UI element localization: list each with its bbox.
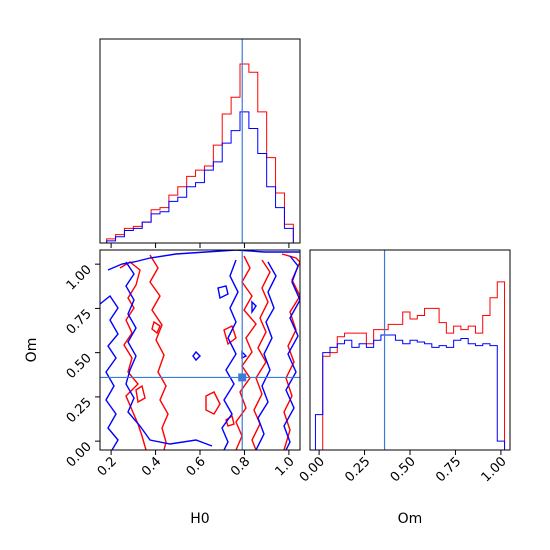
red-contour-blob-1	[151, 320, 161, 335]
h0-histogram-panel	[99, 38, 301, 248]
blue-contour-right-outer	[283, 255, 300, 450]
red-contour-outer-left	[119, 261, 147, 450]
contour-y-tick-label-1: 0.25	[64, 395, 95, 426]
contour-panel: 0.2 0.4 0.6 0.8 1.0 0.000.250.500.751.00 H0 …	[24, 249, 301, 527]
red-contour-right-outer	[281, 253, 300, 450]
contour-lines	[100, 250, 300, 450]
blue-contour-right-inner	[221, 259, 239, 450]
h0-hist-series-1	[106, 111, 294, 243]
contour-x-tick-label-4: 1.0	[272, 454, 297, 479]
h0-histogram-ticks	[110, 243, 290, 248]
blue-contour-blob-2	[217, 285, 229, 300]
om-histogram-frame	[309, 249, 511, 451]
blue-contour-right-mid	[255, 261, 277, 450]
blue-contour-set	[100, 250, 300, 450]
contour-y-tick-label-3: 0.75	[64, 307, 95, 338]
red-contour-right-inner	[235, 255, 257, 450]
contour-frame	[99, 249, 301, 451]
om-hist-series-0	[315, 281, 506, 451]
om-x-tick-label-1: 0.25	[342, 454, 373, 485]
contour-x-tick-label-3: 0.8	[228, 454, 253, 479]
red-contour-blob-4	[205, 391, 221, 415]
red-contour-inner-left	[149, 254, 169, 450]
x-axis-label-h0: H0	[190, 511, 209, 527]
blue-contour-left-inner	[125, 261, 213, 447]
om-hist-series-1	[314, 334, 506, 450]
x-axis-label-om: Om	[398, 511, 423, 527]
h0-hist-series-0	[106, 63, 294, 243]
h0-histogram-frame	[99, 38, 301, 244]
contour-x-tick-label-2: 0.6	[184, 454, 209, 479]
blue-contour-top-edge	[107, 250, 300, 271]
red-contour-right-mid	[251, 259, 271, 450]
contour-y-ticks: 0.00 0.25 0.50 0.75 1.00	[64, 262, 100, 470]
contour-y-tick-label-0: 0.00	[64, 439, 95, 470]
truth-marker	[238, 373, 247, 382]
blue-contour-blob-1	[192, 350, 201, 362]
contour-x-ticks: 0.2 0.4 0.6 0.8 1.0	[95, 450, 298, 479]
contour-x-tick-label-0: 0.2	[95, 454, 120, 479]
red-contour-blob-5	[223, 325, 237, 346]
om-x-tick-label-0: 0.00	[297, 454, 328, 485]
om-x-tick-label-2: 0.50	[388, 454, 419, 485]
y-axis-label-om: Om	[24, 338, 40, 363]
blue-contour-blob-3	[251, 300, 257, 315]
om-histogram-panel: 0.00 0.25 0.50 0.75 1.00 Om	[297, 249, 511, 527]
om-x-tick-label-3: 0.75	[433, 454, 464, 485]
h0-histogram-series	[106, 63, 294, 243]
red-contour-blob-2	[135, 384, 146, 404]
blue-contour-left-outer	[100, 294, 119, 450]
om-x-tick-label-4: 1.00	[479, 454, 510, 485]
contour-y-tick-label-4: 1.00	[64, 262, 95, 293]
om-histogram-x-ticks: 0.00 0.25 0.50 0.75 1.00	[297, 450, 510, 485]
om-histogram-series	[314, 281, 506, 451]
contour-y-tick-label-2: 0.50	[64, 351, 95, 382]
contour-x-tick-label-1: 0.4	[139, 454, 164, 479]
